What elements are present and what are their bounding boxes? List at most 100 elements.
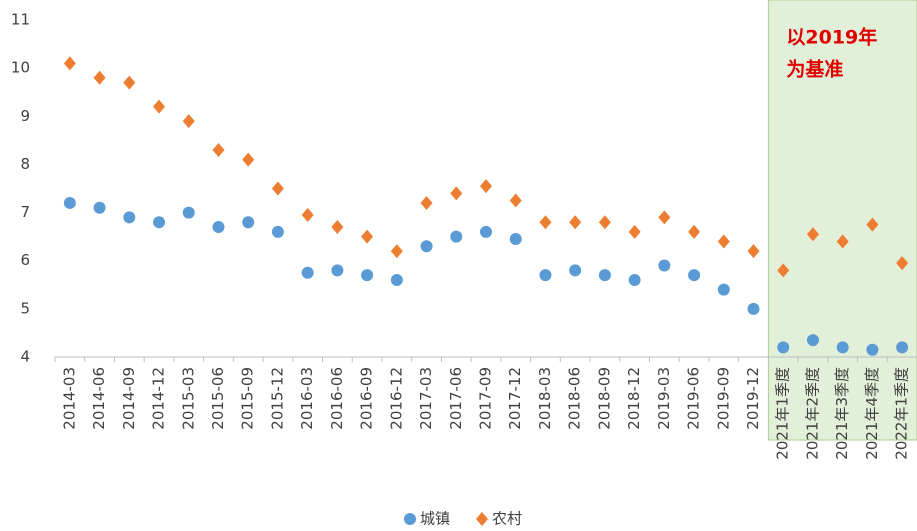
point xyxy=(331,264,344,277)
legend-label: 城镇 xyxy=(420,510,450,528)
point xyxy=(598,269,611,282)
point xyxy=(123,75,136,90)
point xyxy=(301,207,314,222)
point xyxy=(777,263,790,278)
annotation: 以2019年 xyxy=(786,26,877,49)
x-tick-label: 2019-09 xyxy=(714,367,732,430)
point xyxy=(331,220,344,235)
point xyxy=(480,225,492,238)
point xyxy=(628,224,641,239)
x-tick-label: 2021年1季度 xyxy=(774,367,792,460)
point xyxy=(509,233,522,246)
x-tick-label: 2016-09 xyxy=(358,367,376,430)
point xyxy=(658,259,671,272)
point xyxy=(93,70,106,85)
point xyxy=(63,56,76,71)
point xyxy=(836,234,849,249)
x-tick-label: 2019-12 xyxy=(744,367,762,430)
point xyxy=(361,229,374,244)
y-tick-label: 6 xyxy=(20,251,30,269)
legend-label: 农村 xyxy=(492,510,522,528)
point xyxy=(450,230,463,243)
point xyxy=(63,196,76,209)
highlight-region xyxy=(767,0,917,441)
point xyxy=(598,215,611,230)
x-tick-label: 2014-03 xyxy=(60,367,78,430)
point xyxy=(420,195,433,210)
x-tick-label: 2018-06 xyxy=(566,367,584,430)
point xyxy=(182,114,195,129)
point xyxy=(539,269,552,282)
x-tick-label: 2014-12 xyxy=(150,367,168,430)
y-tick-label: 7 xyxy=(20,203,30,221)
x-tick-label: 2019-03 xyxy=(655,367,673,430)
point xyxy=(390,244,403,259)
point xyxy=(450,186,463,201)
y-tick-label: 5 xyxy=(20,299,30,317)
point xyxy=(836,341,849,354)
point xyxy=(717,234,730,249)
x-tick-label: 2016-03 xyxy=(298,367,316,430)
annotation: 为基准 xyxy=(786,58,843,81)
y-tick-label: 8 xyxy=(20,155,30,173)
x-tick-label: 2021年4季度 xyxy=(863,367,881,460)
point xyxy=(390,273,403,286)
point xyxy=(866,343,879,356)
point xyxy=(747,244,760,259)
point xyxy=(242,216,255,229)
point xyxy=(569,215,582,230)
x-tick-label: 2019-06 xyxy=(685,367,703,430)
legend-marker xyxy=(404,513,416,525)
point xyxy=(182,206,195,219)
x-tick-label: 2018-09 xyxy=(595,367,613,430)
point xyxy=(420,240,433,253)
point xyxy=(896,256,909,271)
point xyxy=(271,181,284,196)
x-tick-label: 2017-06 xyxy=(447,367,465,430)
point xyxy=(153,216,166,229)
y-tick-label: 10 xyxy=(11,59,30,77)
x-tick-label: 2016-12 xyxy=(387,367,405,430)
point xyxy=(361,269,374,282)
x-tick-label: 2015-06 xyxy=(209,367,227,430)
point xyxy=(212,142,225,157)
x-tick-label: 2018-03 xyxy=(536,367,554,430)
point xyxy=(123,211,136,224)
x-tick-label: 2016-06 xyxy=(328,367,346,430)
point xyxy=(480,179,492,194)
x-tick-label: 2015-03 xyxy=(179,367,197,430)
x-tick-label: 2014-09 xyxy=(120,367,138,430)
x-tick-label: 2017-03 xyxy=(417,367,435,430)
x-tick-label: 2018-12 xyxy=(625,367,643,430)
y-tick-label: 9 xyxy=(20,107,30,125)
point xyxy=(569,264,582,277)
point xyxy=(806,334,819,347)
point xyxy=(271,225,284,238)
point xyxy=(628,273,641,286)
point xyxy=(658,210,671,225)
point xyxy=(806,227,819,242)
point xyxy=(866,217,879,232)
x-tick-label: 2015-09 xyxy=(239,367,257,430)
point xyxy=(153,99,166,114)
point xyxy=(539,215,552,230)
point xyxy=(509,193,522,208)
x-tick-label: 2017-09 xyxy=(477,367,495,430)
point xyxy=(688,269,701,282)
point xyxy=(93,201,106,214)
x-tick-label: 2022年1季度 xyxy=(893,367,911,460)
x-tick-label: 2017-12 xyxy=(506,367,524,430)
x-tick-label: 2021年3季度 xyxy=(833,367,851,460)
legend-marker xyxy=(476,512,488,526)
x-tick-label: 2021年2季度 xyxy=(803,367,821,460)
y-tick-label: 11 xyxy=(11,11,30,29)
y-tick-label: 4 xyxy=(20,348,30,366)
point xyxy=(242,152,255,167)
point xyxy=(896,341,909,354)
point xyxy=(747,302,760,315)
point xyxy=(717,283,730,296)
x-tick-label: 2015-12 xyxy=(268,367,286,430)
x-tick-label: 2014-06 xyxy=(90,367,108,430)
point xyxy=(301,266,314,279)
